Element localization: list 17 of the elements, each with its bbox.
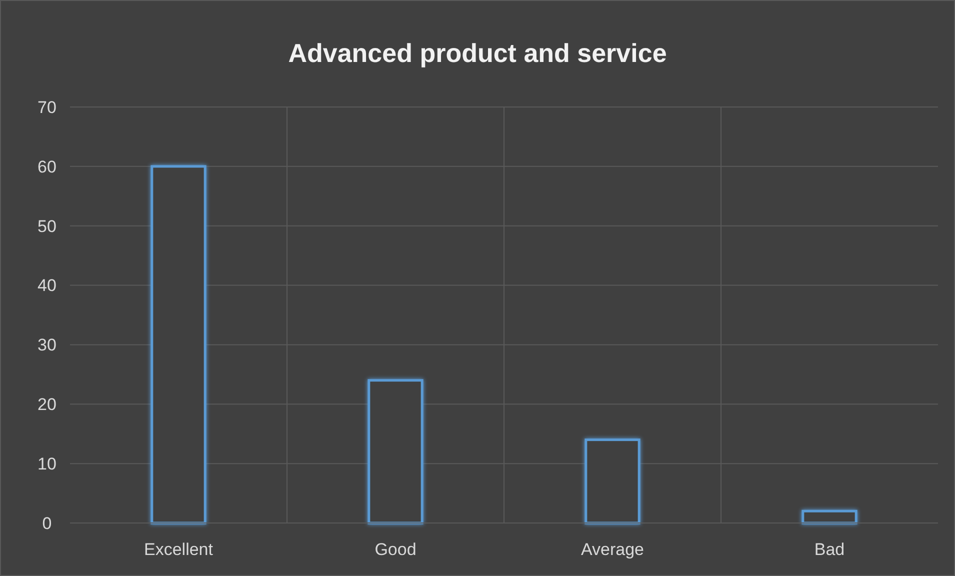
y-tick-label: 50 [38,216,56,236]
bar [584,438,640,524]
bar [150,165,206,524]
bar [802,510,858,524]
y-tick-label: 30 [38,336,56,355]
y-tick-label: 0 [42,514,52,533]
bar [368,379,424,524]
y-tick-label: 20 [38,395,56,414]
y-tick-label: 60 [38,157,56,176]
chart-title: Advanced product and service [288,38,667,68]
x-tick-label: Bad [814,540,845,559]
y-tick-label: 40 [38,276,56,296]
y-tick-label: 10 [38,454,56,474]
x-tick-label: Average [580,540,644,559]
y-tick-label: 70 [38,98,56,117]
x-tick-label: Good [374,540,416,559]
x-tick-label: Excellent [144,540,214,559]
